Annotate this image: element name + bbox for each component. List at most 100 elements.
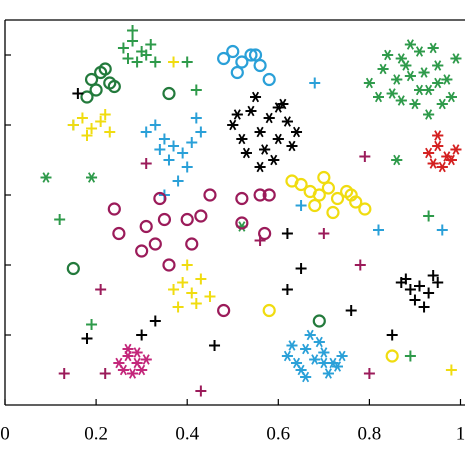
- point: [107, 202, 121, 216]
- x-tick-label: 0.6: [266, 423, 290, 444]
- x-tick-label: 1: [456, 423, 465, 444]
- point: [432, 140, 444, 152]
- point: [136, 364, 148, 376]
- point: [436, 161, 448, 173]
- point: [253, 188, 267, 202]
- point: [344, 188, 358, 202]
- point: [107, 79, 121, 94]
- point: [145, 39, 157, 50]
- point: [277, 98, 289, 110]
- point: [172, 175, 184, 187]
- point: [149, 56, 161, 68]
- point: [309, 354, 321, 365]
- point: [385, 349, 399, 363]
- point: [131, 56, 143, 68]
- point: [332, 361, 344, 372]
- point: [181, 161, 193, 173]
- point: [318, 357, 330, 369]
- point: [195, 273, 207, 285]
- point: [272, 133, 284, 145]
- point: [217, 303, 231, 318]
- ring: [326, 205, 340, 220]
- x-tick-label: 0: [0, 423, 10, 444]
- ring: [98, 62, 112, 76]
- point: [84, 72, 99, 87]
- point: [180, 212, 194, 227]
- point: [414, 280, 426, 292]
- point: [99, 368, 111, 379]
- point: [345, 305, 357, 316]
- point: [318, 347, 330, 358]
- ring: [66, 261, 80, 276]
- point: [226, 44, 240, 59]
- point: [195, 385, 207, 397]
- point: [162, 258, 176, 272]
- ring: [217, 303, 231, 318]
- point: [149, 315, 161, 327]
- ring: [253, 188, 267, 202]
- point: [153, 191, 167, 206]
- point: [203, 188, 217, 202]
- ring: [294, 177, 308, 192]
- x-tick-label: 0.4: [175, 423, 199, 444]
- point: [131, 347, 143, 358]
- ring: [153, 191, 167, 206]
- point: [168, 284, 180, 295]
- point: [404, 284, 416, 295]
- ring: [217, 51, 231, 66]
- point: [80, 90, 94, 104]
- point: [135, 244, 149, 258]
- point: [358, 202, 372, 216]
- point: [400, 60, 412, 71]
- ring: [80, 90, 94, 104]
- point: [177, 277, 189, 288]
- ring: [262, 188, 276, 202]
- point: [104, 126, 116, 138]
- ring: [162, 86, 176, 101]
- point: [295, 263, 307, 274]
- ring: [312, 314, 326, 328]
- point: [248, 48, 263, 62]
- ring: [358, 202, 372, 216]
- point: [99, 109, 111, 120]
- point: [172, 301, 184, 313]
- point: [236, 133, 248, 145]
- point: [177, 147, 189, 159]
- point: [423, 210, 435, 222]
- point: [286, 140, 298, 152]
- ring: [148, 237, 162, 251]
- ring: [312, 188, 326, 202]
- point: [291, 126, 303, 138]
- point: [250, 91, 262, 103]
- point: [40, 172, 52, 183]
- point: [363, 77, 375, 89]
- point: [418, 301, 430, 313]
- point: [363, 368, 375, 379]
- point: [404, 39, 416, 50]
- ring: [262, 303, 276, 318]
- ring: [185, 237, 199, 251]
- point: [217, 51, 231, 66]
- ring: [308, 198, 322, 213]
- point: [281, 116, 293, 127]
- point: [190, 298, 202, 309]
- point: [295, 200, 307, 211]
- ring: [262, 72, 276, 87]
- point: [122, 53, 134, 64]
- point: [404, 70, 416, 82]
- point: [400, 273, 412, 285]
- point: [259, 144, 271, 155]
- point: [162, 86, 176, 101]
- point: [436, 224, 448, 236]
- point: [395, 95, 407, 106]
- ring: [157, 212, 172, 227]
- point: [317, 170, 331, 185]
- point: [244, 48, 258, 62]
- point: [382, 49, 394, 61]
- ring: [235, 55, 249, 69]
- point: [67, 119, 79, 131]
- ring: [344, 188, 358, 202]
- point: [300, 371, 312, 383]
